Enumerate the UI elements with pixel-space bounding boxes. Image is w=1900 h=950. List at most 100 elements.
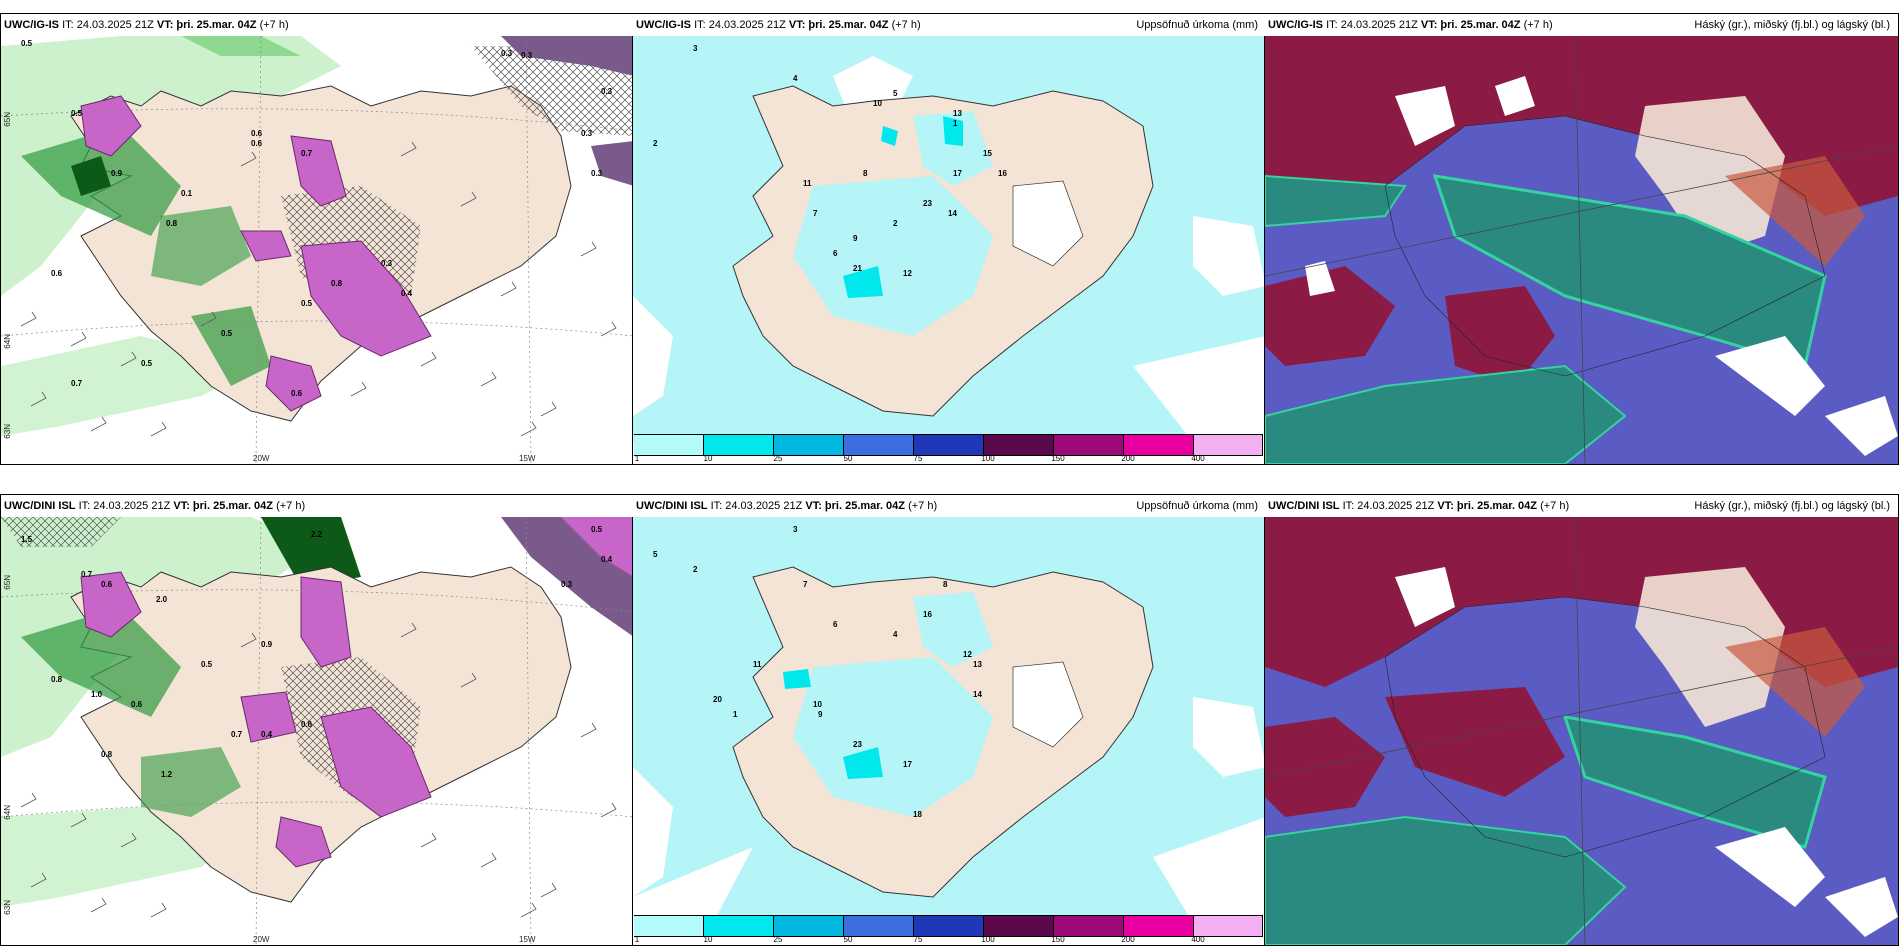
init-time: IT: 24.03.2025 21Z <box>62 19 154 31</box>
map-value-label: 0.5 <box>221 329 233 338</box>
map-value-label: 23 <box>853 740 862 749</box>
map-value-label: 9 <box>818 710 823 719</box>
cloud-cover-map-igis: UWC/IG-IS IT: 24.03.2025 21Z VT: þri. 25… <box>1264 13 1899 465</box>
map-value-label: 7 <box>803 580 808 589</box>
valid-time: VT: þri. 25.mar. 04Z <box>1437 500 1538 512</box>
precip-colorbar <box>634 915 1263 937</box>
map-value-label: 2 <box>693 565 698 574</box>
map-value-label: 16 <box>998 169 1007 178</box>
lead-time: (+7 h) <box>1523 19 1553 31</box>
map-value-label: 4 <box>793 74 798 83</box>
panel-header: UWC/IG-IS IT: 24.03.2025 21Z VT: þri. 25… <box>1265 14 1898 36</box>
cb-tick: 75 <box>913 454 923 463</box>
map-value-label: 0.6 <box>101 580 113 589</box>
model-name: UWC/DINI ISL <box>4 500 76 512</box>
map-value-label: 0.6 <box>301 720 313 729</box>
map-value-label: 0.3 <box>581 129 593 138</box>
map-value-label: 0.8 <box>101 750 113 759</box>
cb-tick: 100 <box>981 935 995 944</box>
model-name: UWC/IG-IS <box>636 19 691 31</box>
valid-time: VT: þri. 25.mar. 04Z <box>788 19 889 31</box>
panel-header: UWC/DINI ISL IT: 24.03.2025 21Z VT: þri.… <box>1265 495 1898 517</box>
valid-time: VT: þri. 25.mar. 04Z <box>173 500 274 512</box>
cloud-cover-map-canvas <box>1265 36 1898 464</box>
map-value-label: 4 <box>893 630 898 639</box>
lon-label-left: 20W <box>253 454 270 463</box>
lat-label-top: 65N <box>3 575 12 590</box>
cb-tick: 75 <box>913 935 923 944</box>
map-value-label: 0.6 <box>51 269 63 278</box>
panel-title: Uppsöfnuð úrkoma (mm) <box>1136 19 1258 31</box>
map-value-label: 15 <box>983 149 992 158</box>
map-value-label: 13 <box>953 109 962 118</box>
accum-precip-map-dini: UWC/DINI ISL IT: 24.03.2025 21Z VT: þri.… <box>632 494 1267 946</box>
lat-label-mid: 64N <box>3 334 12 349</box>
lon-label-right: 15W <box>519 935 536 944</box>
map-value-label: 0.3 <box>521 51 533 60</box>
cb-tick: 50 <box>843 454 853 463</box>
map-value-label: 2 <box>893 219 898 228</box>
map-value-label: 17 <box>903 760 912 769</box>
map-value-label: 6 <box>833 249 838 258</box>
init-time: IT: 24.03.2025 21Z <box>78 500 171 512</box>
model-name: UWC/IG-IS <box>1268 19 1323 31</box>
model-name: UWC/DINI ISL <box>636 500 708 512</box>
lead-time: (+7 h) <box>891 19 921 31</box>
panel-header: UWC/IG-IS IT: 24.03.2025 21Z VT: þri. 25… <box>633 14 1266 36</box>
init-time: IT: 24.03.2025 21Z <box>1342 500 1435 512</box>
cb-tick: 200 <box>1121 935 1135 944</box>
lat-label-mid: 64N <box>3 805 12 820</box>
map-value-label: 0.4 <box>401 289 413 298</box>
map-value-label: 12 <box>903 269 912 278</box>
init-time: IT: 24.03.2025 21Z <box>694 19 786 31</box>
map-value-label: 20 <box>713 695 722 704</box>
map-value-label: 1.2 <box>161 770 173 779</box>
panel-title: Háský (gr.), miðský (fj.bl.) og lágský (… <box>1694 19 1890 31</box>
map-value-label: 0.1 <box>181 189 193 198</box>
lead-time: (+7 h) <box>1540 500 1570 512</box>
map-value-label: 0.5 <box>591 525 603 534</box>
cloud-cover-map-canvas <box>1265 517 1898 945</box>
map-value-label: 0.3 <box>501 49 513 58</box>
map-value-label: 1 <box>953 119 958 128</box>
map-value-label: 11 <box>803 179 812 188</box>
map-value-label: 2.0 <box>156 595 168 604</box>
map-value-label: 0.3 <box>601 87 613 96</box>
map-value-label: 0.5 <box>141 359 153 368</box>
map-value-label: 13 <box>973 660 982 669</box>
lead-time: (+7 h) <box>908 500 938 512</box>
precip-colorbar-ticks: 1 10 25 50 75 100 150 200 400 <box>633 935 1262 945</box>
map-value-label: 10 <box>873 99 882 108</box>
cb-tick: 50 <box>843 935 853 944</box>
cb-tick: 200 <box>1121 454 1135 463</box>
map-value-label: 0.7 <box>231 730 243 739</box>
map-value-label: 0.3 <box>381 259 393 268</box>
map-value-label: 0.6 <box>251 139 263 148</box>
map-value-label: 0.7 <box>81 570 93 579</box>
map-value-label: 0.6 <box>131 700 143 709</box>
lon-label-right: 15W <box>519 454 536 463</box>
panel-header: UWC/DINI ISL IT: 24.03.2025 21Z VT: þri.… <box>633 495 1266 517</box>
map-value-label: 5 <box>653 550 658 559</box>
map-value-label: 0.8 <box>166 219 178 228</box>
map-value-label: 1.5 <box>21 535 33 544</box>
map-value-label: 0.6 <box>251 129 263 138</box>
cb-tick: 150 <box>1051 935 1065 944</box>
map-value-label: 0.8 <box>331 279 343 288</box>
map-value-label: 0.5 <box>301 299 313 308</box>
precip-type-map-igis: UWC/IG-IS IT: 24.03.2025 21Z VT: þri. 25… <box>0 13 635 465</box>
cb-tick: 10 <box>703 935 713 944</box>
cb-tick: 10 <box>703 454 713 463</box>
map-value-label: 0.4 <box>601 555 613 564</box>
map-value-label: 14 <box>948 209 957 218</box>
panel-title: Uppsöfnuð úrkoma (mm) <box>1136 500 1258 512</box>
precip-type-map-canvas: 2.2 0.5 0.4 0.3 1.5 0.7 0.6 2.0 0.8 1.0 0.5 0.9 0.6 0… <box>1 517 634 945</box>
lon-label-left: 20W <box>253 935 270 944</box>
map-value-label: 0.3 <box>561 580 573 589</box>
map-value-label: 6 <box>833 620 838 629</box>
precip-colorbar <box>634 434 1263 456</box>
model-name: UWC/IG-IS <box>4 19 59 31</box>
map-value-label: 3 <box>693 44 698 53</box>
